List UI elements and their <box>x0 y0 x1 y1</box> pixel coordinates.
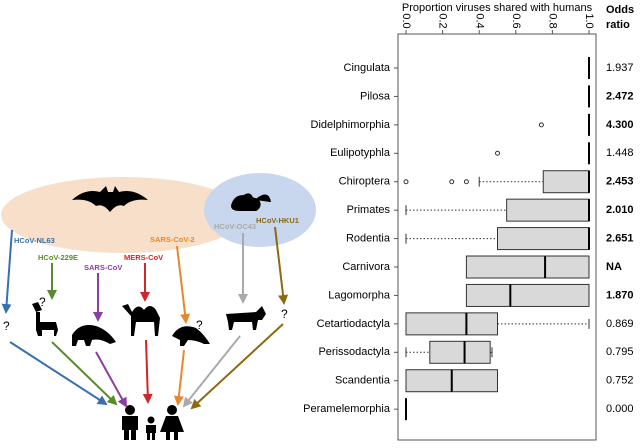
outlier <box>463 179 469 185</box>
arrow <box>190 323 284 410</box>
outlier <box>403 179 409 185</box>
box <box>405 312 498 336</box>
box <box>506 198 590 222</box>
alpaca-icon <box>32 302 58 336</box>
odds-ratio: 0.869 <box>606 318 634 330</box>
raccoon-icon <box>72 325 116 346</box>
y-tick-label: Rodentia <box>346 232 391 244</box>
odds-ratio: 0.752 <box>606 375 634 387</box>
x-tick-label: 0.0 <box>400 13 412 28</box>
odds-ratio: 1.448 <box>606 147 634 159</box>
y-tick-label: Lagomorpha <box>328 289 391 301</box>
odds-ratio: 4.300 <box>606 119 634 131</box>
virus-label: HCoV-NL63 <box>14 236 55 245</box>
pangolin-icon <box>172 326 210 346</box>
outlier <box>538 122 544 128</box>
x-tick-label: 1.0 <box>583 13 595 28</box>
x-tick-label: 0.2 <box>437 13 449 28</box>
virus-label: HCoV-OC43 <box>214 222 256 231</box>
question-mark: ? <box>281 307 288 321</box>
arrow <box>274 226 289 305</box>
arrow <box>142 339 153 404</box>
plot-frame <box>397 33 597 441</box>
rodent-host-ellipse <box>204 173 316 247</box>
diagram: HCoV-NL63 HCoV-229E SARS-CoV MERS-CoV SA… <box>1 173 316 440</box>
arrow <box>95 351 127 408</box>
arrow <box>1 229 13 314</box>
arrow <box>173 349 185 406</box>
y-tick-label: Cetartiodactyla <box>317 318 391 330</box>
box <box>465 283 590 307</box>
box <box>542 170 590 194</box>
axis-title: Proportion viruses shared with humans <box>402 2 593 14</box>
y-tick-label: Peramelemorphia <box>303 403 391 415</box>
box <box>497 227 590 251</box>
y-tick-label: Carnivora <box>342 261 391 273</box>
camel-icon <box>122 304 160 336</box>
virus-label: SARS-CoV-2 <box>150 235 195 244</box>
odds-ratio: 0.795 <box>606 346 634 358</box>
odds-ratio: 1.870 <box>606 289 634 301</box>
odds-ratio: 0.000 <box>606 403 634 415</box>
outlier <box>449 179 455 185</box>
y-tick-label: Pilosa <box>360 90 391 102</box>
bat-host-ellipse <box>1 177 245 253</box>
bat-icon <box>72 186 148 212</box>
odds-ratio-header: Odds <box>606 4 634 16</box>
y-tick-label: Chiroptera <box>339 176 391 188</box>
cow-icon <box>226 306 266 330</box>
question-mark: ? <box>196 318 203 332</box>
odds-ratio: 2.472 <box>606 90 634 102</box>
question-mark: ? <box>39 295 46 309</box>
x-tick-label: 0.4 <box>473 13 485 28</box>
x-tick-label: 0.6 <box>510 13 522 28</box>
arrow <box>9 341 108 406</box>
arrow <box>51 341 118 406</box>
virus-label: HCoV-HKU1 <box>256 216 299 225</box>
question-mark: ? <box>3 319 10 333</box>
arrow <box>182 335 241 408</box>
box <box>465 255 590 279</box>
virus-label: HCoV-229E <box>38 253 78 262</box>
odds-ratio: 2.651 <box>606 232 634 244</box>
arrow <box>176 245 191 324</box>
rodent-icon <box>230 193 271 211</box>
odds-ratio: 2.453 <box>606 176 634 188</box>
x-tick-label: 0.8 <box>546 13 558 28</box>
y-tick-label: Cingulata <box>344 62 391 74</box>
virus-label: MERS-CoV <box>124 253 163 262</box>
y-tick-label: Eulipotyphla <box>330 147 391 159</box>
y-tick-label: Perissodactyla <box>318 346 390 358</box>
outlier <box>495 150 500 156</box>
odds-ratio: 2.010 <box>606 204 634 216</box>
human-family-icon <box>122 405 184 440</box>
virus-label: SARS-CoV <box>84 263 122 272</box>
odds-ratio: 1.937 <box>606 62 634 74</box>
odds-ratio-header: ratio <box>606 19 630 31</box>
odds-ratio: NA <box>606 261 622 273</box>
box <box>429 340 491 364</box>
y-tick-label: Scandentia <box>335 375 391 387</box>
y-tick-label: Primates <box>347 204 391 216</box>
y-tick-label: Didelphimorphia <box>311 119 391 131</box>
